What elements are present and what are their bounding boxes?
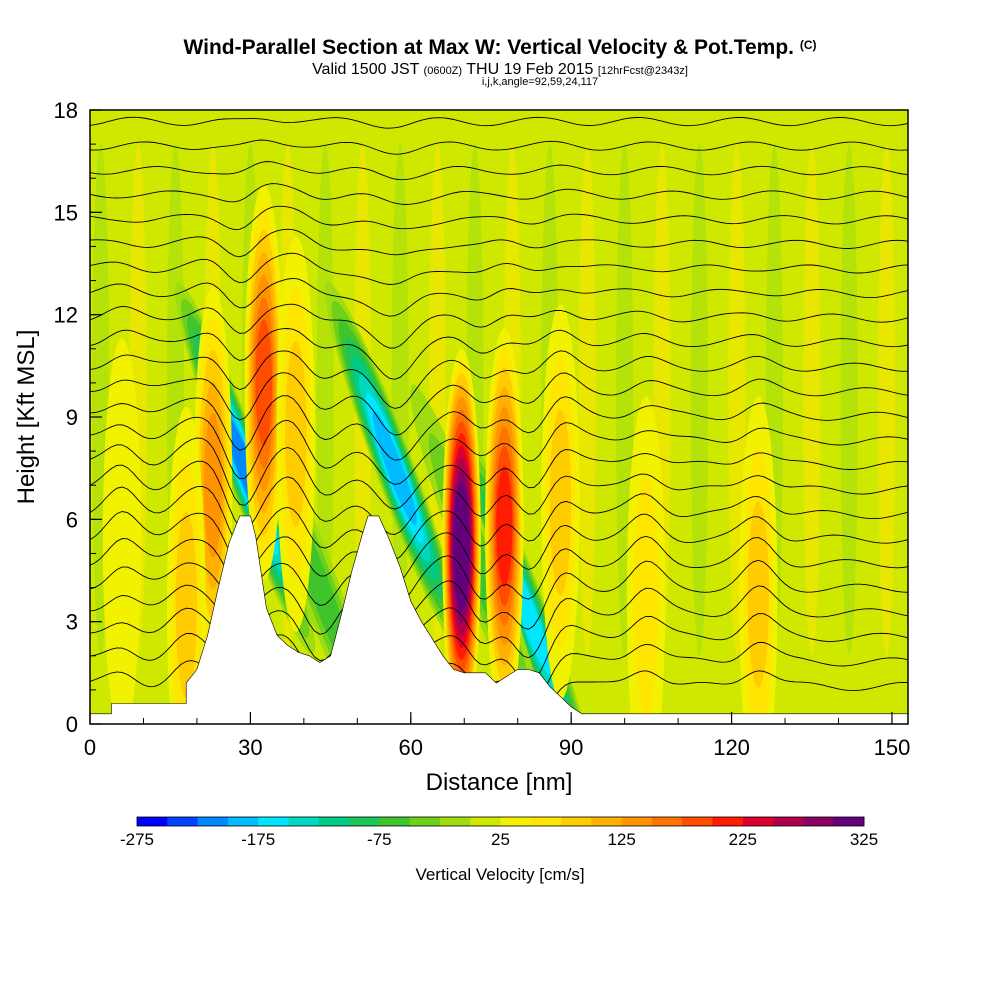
colorbar-swatch	[803, 817, 835, 826]
x-tick-label: 120	[713, 735, 750, 760]
colorbar-label: 25	[491, 830, 510, 849]
x-axis-title: Distance [nm]	[426, 769, 573, 796]
colorbar-label: 125	[607, 830, 635, 849]
colorbar-swatch	[439, 817, 471, 826]
valid-date: THU 19 Feb 2015	[466, 61, 594, 78]
colorbar-swatch	[591, 817, 623, 826]
colorbar-label: 325	[850, 830, 878, 849]
colorbar-swatch	[500, 817, 532, 826]
isentrope-line	[90, 350, 908, 409]
updraft-core	[747, 501, 769, 688]
colorbar-label: -275	[120, 830, 154, 849]
isentrope-line	[90, 116, 908, 129]
colorbar-frame	[136, 816, 865, 827]
colorbar-label: 225	[729, 830, 757, 849]
updraft-core	[633, 474, 659, 714]
isentrope-line	[90, 437, 908, 510]
colorbar-swatch	[349, 817, 380, 826]
isentrope-line	[90, 252, 908, 285]
x-tick-label: 30	[238, 735, 262, 760]
colorbar-label: -175	[241, 830, 275, 849]
background-streak	[690, 144, 709, 656]
downdraft-core	[372, 411, 417, 526]
colorbar-swatch	[167, 817, 198, 826]
isentrope-line	[90, 161, 908, 181]
colorbar-swatch	[137, 817, 168, 826]
y-tick-label: 0	[66, 712, 78, 737]
y-tick-label: 12	[54, 303, 78, 328]
isentrope-line	[90, 303, 908, 349]
grid-indices-text: i,j,k,angle=92,59,24,117	[481, 76, 599, 88]
y-axis-title: Height [Kft MSL]	[13, 330, 40, 505]
isentrope-line	[90, 183, 908, 205]
colorbar-swatch	[621, 817, 653, 826]
colorbar-swatch	[227, 817, 259, 826]
y-tick-label: 18	[54, 98, 78, 123]
colorbar-swatch	[258, 817, 289, 826]
isentrope-line	[90, 328, 908, 380]
colorbar-swatch	[833, 817, 865, 826]
isentrope-line	[90, 228, 908, 258]
valid-time-line: Valid 1500 JST (0600Z) THU 19 Feb 2015 […	[0, 61, 1000, 79]
y-tick-label: 3	[66, 610, 78, 635]
colorbar-swatch	[197, 817, 229, 826]
background-streak	[578, 144, 596, 656]
x-tick-label: 150	[874, 735, 911, 760]
colorbar: -275 -175 -75 25 125 225 325	[120, 816, 878, 849]
updraft-core	[255, 319, 273, 447]
colorbar-swatch	[651, 817, 683, 826]
colorbar-swatch	[318, 817, 350, 826]
isentrope-line	[90, 205, 908, 231]
x-tick-label: 60	[399, 735, 423, 760]
x-axis: 0 30 60 90 120 150	[84, 712, 910, 760]
forecast-info: [12hrFcst@2343z]	[597, 65, 688, 77]
background-streak	[803, 144, 821, 656]
y-tick-label: 9	[66, 405, 78, 430]
valid-prefix: Valid 1500 JST	[312, 61, 420, 78]
updraft-core	[285, 340, 307, 528]
isentrope-line	[90, 460, 908, 535]
colorbar-swatch	[561, 817, 592, 826]
chart-title: Wind-Parallel Section at Max W: Vertical…	[0, 36, 1000, 60]
updraft-core	[102, 338, 142, 724]
colorbar-swatch	[530, 817, 562, 826]
y-axis: 0 3 6 9 12 15 18	[54, 98, 102, 737]
updraft-core	[175, 511, 197, 698]
x-tick-label: 90	[559, 735, 583, 760]
isentrope-line	[90, 139, 908, 155]
x-tick-label: 0	[84, 735, 96, 760]
background-streak	[878, 144, 896, 656]
colorbar-title: Vertical Velocity [cm/s]	[415, 865, 584, 884]
copyright-mark: (C)	[799, 38, 817, 52]
colorbar-swatch	[470, 817, 501, 826]
zulu-time: (0600Z)	[423, 65, 463, 77]
colorbar-swatch	[409, 817, 441, 826]
isentrope-line	[90, 372, 908, 436]
colorbar-swatch	[712, 817, 744, 826]
updraft-core	[454, 493, 469, 600]
colorbar-swatch	[288, 817, 320, 826]
grid-indices: i,j,k,angle=92,59,24,117	[0, 76, 1000, 88]
updraft-core	[496, 465, 513, 587]
isentrope-line	[90, 395, 908, 461]
chart-title-text: Wind-Parallel Section at Max W: Vertical…	[183, 36, 794, 59]
terrain-shape	[90, 515, 908, 724]
updraft-core	[203, 412, 222, 558]
isentrope-line	[90, 485, 908, 561]
y-tick-label: 6	[66, 507, 78, 532]
y-tick-label: 15	[54, 200, 78, 225]
colorbar-swatch	[773, 817, 804, 826]
colorbar-label: -75	[367, 830, 392, 849]
colorbar-swatch	[379, 817, 411, 826]
isentrope-line	[90, 416, 908, 485]
colorbar-swatch	[682, 817, 713, 826]
isentrope-line	[90, 277, 908, 317]
colorbar-swatch	[742, 817, 774, 826]
isentrope-line	[90, 511, 908, 585]
terrain-mask	[90, 515, 908, 724]
